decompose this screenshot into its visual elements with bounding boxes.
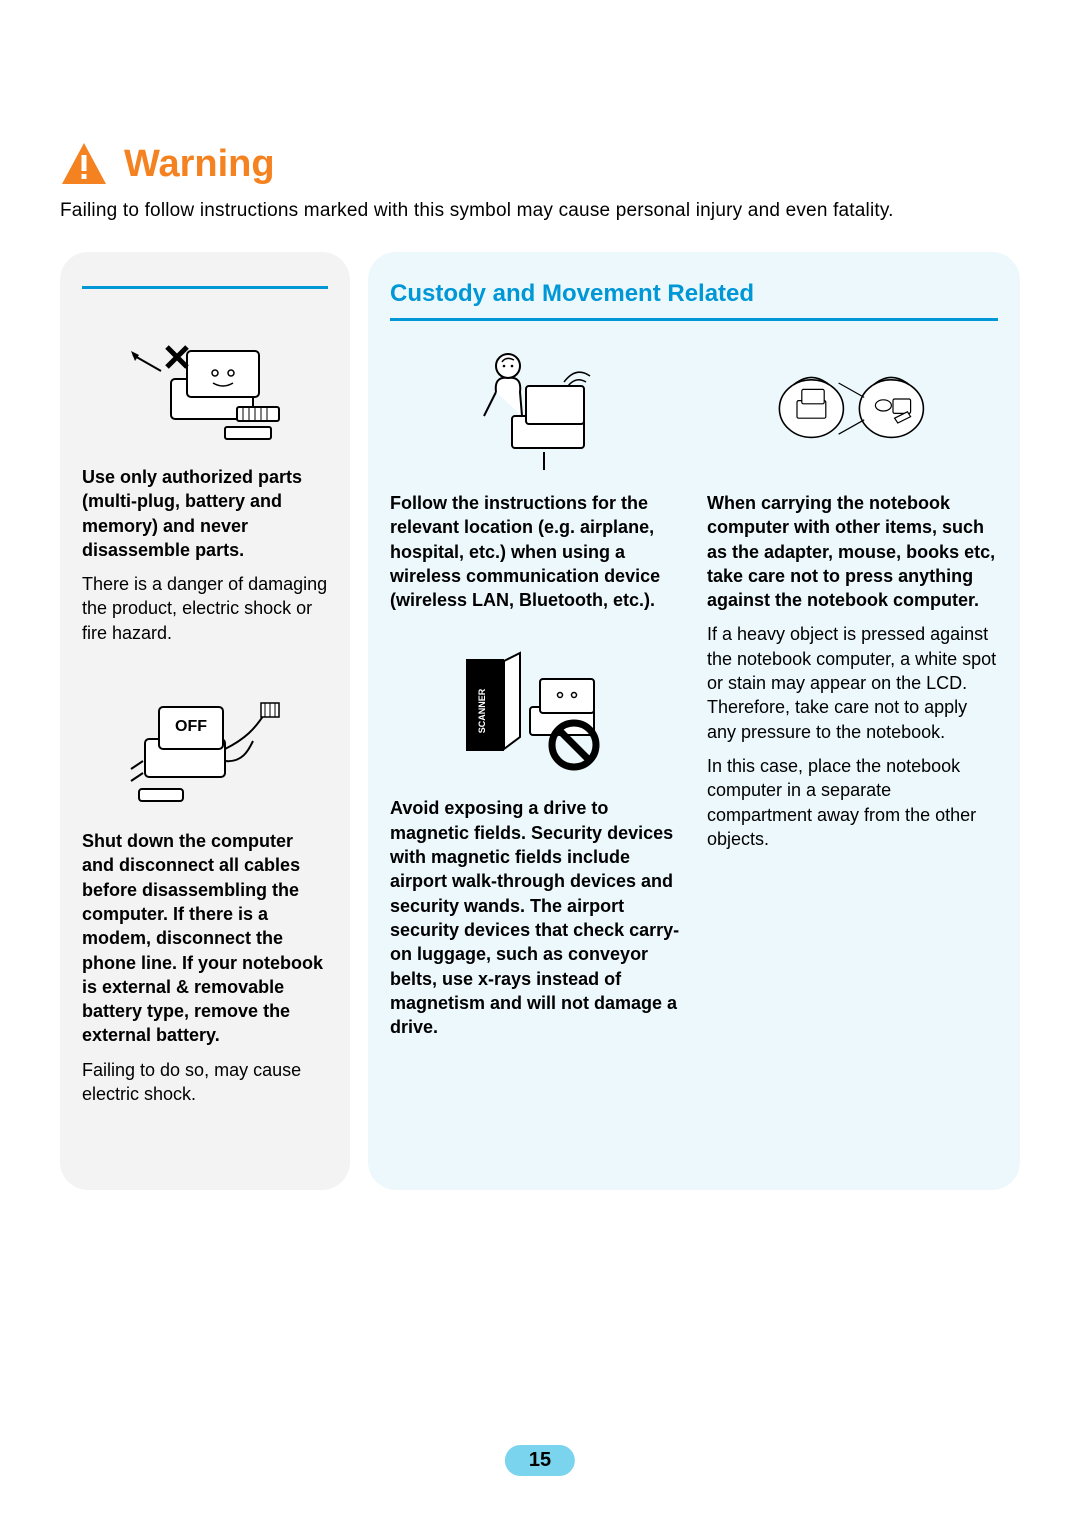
section-rule (390, 318, 998, 321)
left-block-1-body: There is a danger of damaging the produc… (82, 572, 328, 645)
warning-subtitle: Failing to follow instructions marked wi… (60, 200, 1020, 222)
right-block-carrying-body2: In this case, place the notebook compute… (707, 754, 998, 851)
right-col-2: When carrying the notebook computer with… (707, 351, 998, 1083)
svg-text:OFF: OFF (175, 718, 207, 735)
svg-text:SCANNER: SCANNER (477, 689, 487, 734)
warning-header: Warning (60, 140, 1020, 188)
illustration-wireless (456, 351, 616, 471)
content-columns: Use only authorized parts (multi-plug, b… (60, 252, 1020, 1190)
warning-triangle-icon (60, 140, 108, 188)
left-column: Use only authorized parts (multi-plug, b… (60, 252, 350, 1190)
warning-title: Warning (124, 143, 275, 186)
right-block-carrying-body1: If a heavy object is pressed against the… (707, 622, 998, 743)
left-block-1-heading: Use only authorized parts (multi-plug, b… (82, 465, 328, 562)
page-number: 15 (505, 1445, 575, 1476)
section-title: Custody and Movement Related (390, 280, 998, 308)
left-block-1: Use only authorized parts (multi-plug, b… (82, 325, 328, 645)
illustration-parts (125, 325, 285, 445)
left-block-2: OFF Shut down the computer and disconnec… (82, 689, 328, 1106)
right-column: Custody and Movement Related (368, 252, 1020, 1190)
right-block-magnetic: SCANNER Avoid exposing a drive (390, 656, 681, 1039)
right-block-carrying: When carrying the notebook computer with… (707, 351, 998, 851)
left-block-2-body: Failing to do so, may cause electric sho… (82, 1058, 328, 1107)
illustration-magnetic: SCANNER (456, 656, 616, 776)
illustration-shutdown: OFF (125, 689, 285, 809)
right-col-1: Follow the instructions for the relevant… (390, 351, 681, 1083)
illustration-carrying (773, 351, 933, 471)
right-block-magnetic-heading: Avoid exposing a drive to magnetic field… (390, 796, 681, 1039)
right-block-wireless: Follow the instructions for the relevant… (390, 351, 681, 612)
right-block-wireless-heading: Follow the instructions for the relevant… (390, 491, 681, 612)
right-block-carrying-heading: When carrying the notebook computer with… (707, 491, 998, 612)
left-column-rule (82, 286, 328, 289)
right-inner-columns: Follow the instructions for the relevant… (390, 351, 998, 1083)
left-block-2-heading: Shut down the computer and disconnect al… (82, 829, 328, 1048)
